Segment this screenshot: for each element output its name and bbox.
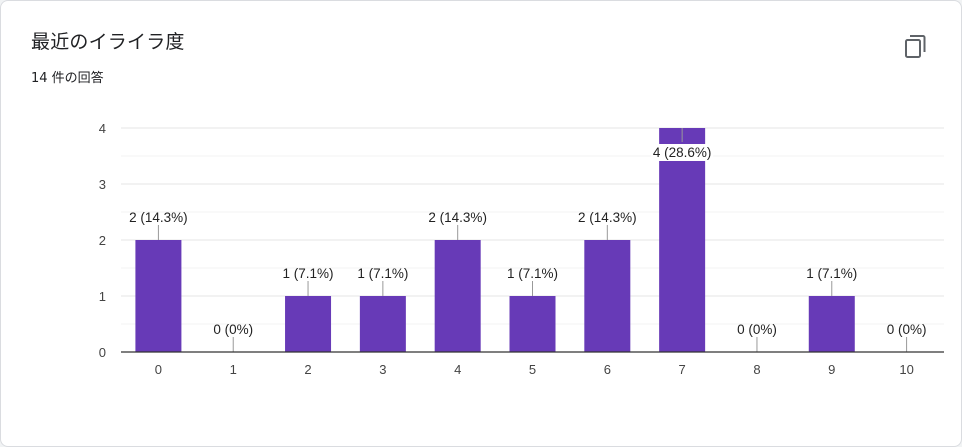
x-tick-label: 7 [679, 362, 686, 377]
data-label: 4 (28.6%) [653, 145, 712, 160]
y-tick-label: 1 [99, 289, 106, 304]
x-tick-label: 6 [604, 362, 611, 377]
x-tick-label: 9 [828, 362, 835, 377]
bar[interactable] [285, 296, 332, 352]
bar[interactable] [434, 240, 481, 352]
bar[interactable] [659, 128, 706, 352]
data-label: 0 (0%) [737, 322, 777, 337]
bar[interactable] [359, 296, 406, 352]
bar[interactable] [808, 296, 855, 352]
copy-icon [905, 35, 926, 58]
x-tick-label: 1 [230, 362, 237, 377]
data-label-background [651, 144, 714, 161]
bars [135, 128, 855, 352]
y-tick-label: 4 [99, 121, 106, 136]
copy-chart-button[interactable] [897, 29, 933, 65]
x-tick-label: 10 [899, 362, 913, 377]
chart-title: 最近のイライラ度 [31, 31, 185, 53]
data-label: 2 (14.3%) [578, 210, 637, 225]
data-label: 0 (0%) [887, 322, 927, 337]
x-tick-label: 2 [304, 362, 311, 377]
data-label: 1 (7.1%) [357, 266, 408, 281]
data-label: 1 (7.1%) [283, 266, 334, 281]
data-label: 0 (0%) [213, 322, 253, 337]
y-tick-label: 0 [99, 345, 106, 360]
bar[interactable] [509, 296, 556, 352]
gridlines [121, 127, 944, 325]
x-tick-label: 4 [454, 362, 461, 377]
response-count: 14 件の回答 [31, 71, 104, 86]
x-tick-label: 0 [155, 362, 162, 377]
bar[interactable] [135, 240, 182, 352]
x-tick-label: 8 [753, 362, 760, 377]
data-label: 2 (14.3%) [428, 210, 487, 225]
data-labels: 2 (14.3%) 0 (0%) 1 (7.1%) 1 (7.1%) 2 (14.3%)… [129, 128, 926, 352]
y-tick-label: 2 [99, 233, 106, 248]
data-label: 2 (14.3%) [129, 210, 188, 225]
y-tick-label: 3 [99, 177, 106, 192]
x-tick-label: 5 [529, 362, 536, 377]
axes: 0 1 2 3 4 0 1 2 3 4 5 6 7 8 9 10 [99, 121, 944, 377]
x-tick-label: 3 [379, 362, 386, 377]
data-label: 1 (7.1%) [806, 266, 857, 281]
data-label: 1 (7.1%) [507, 266, 558, 281]
bar[interactable] [584, 240, 631, 352]
